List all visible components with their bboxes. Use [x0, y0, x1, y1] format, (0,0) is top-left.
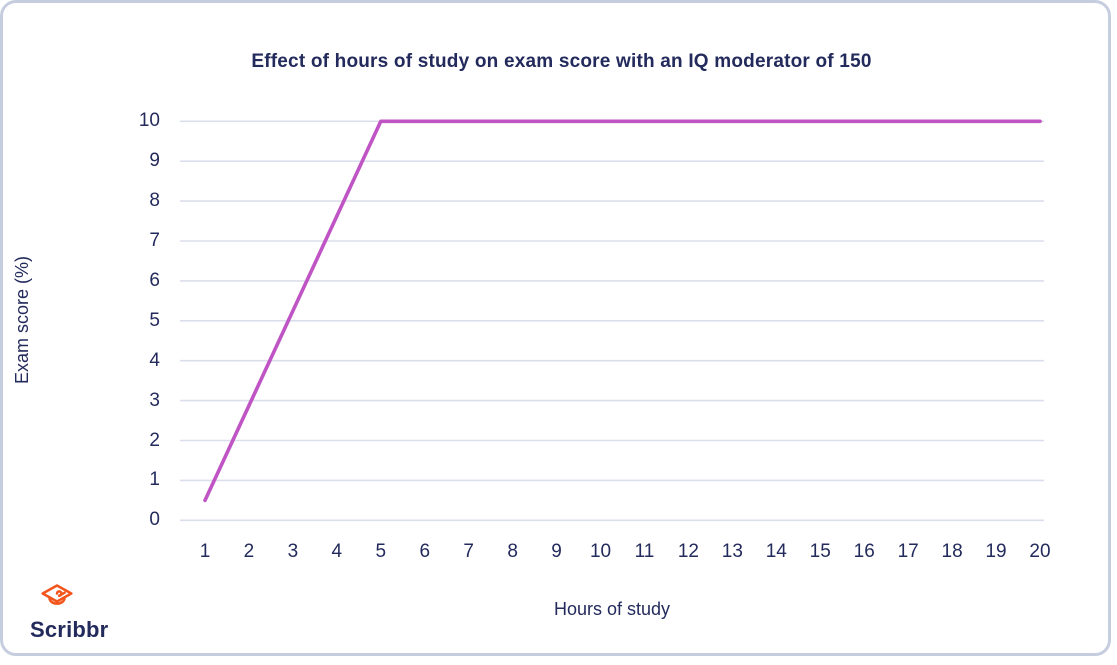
y-tick-label: 6: [149, 269, 160, 291]
x-tick-label: 10: [589, 541, 612, 562]
x-tick-label: 14: [765, 541, 787, 562]
x-tick-label: 6: [419, 541, 431, 562]
x-tick-label: 4: [331, 541, 343, 562]
x-tick-label: 15: [809, 541, 831, 562]
x-tick-label: 16: [853, 541, 875, 562]
y-tick-label: 7: [149, 230, 160, 251]
x-tick-label: 2: [243, 541, 255, 562]
x-axis-title: Hours of study: [553, 599, 671, 619]
y-tick-label: 2: [149, 429, 160, 451]
logo-text: Scribbr: [30, 617, 109, 642]
y-axis-title: Exam score (%): [12, 255, 32, 385]
x-tick-label: 7: [463, 541, 474, 562]
graduation-cap-icon: [41, 584, 73, 605]
y-tick-label: 3: [149, 389, 160, 411]
y-tick-label: 0: [149, 509, 160, 531]
x-tick-label: 8: [507, 541, 518, 562]
series-line-exam-score-line: [203, 119, 1042, 503]
scribbr-logo: Scribbr: [30, 583, 150, 643]
x-tick-label: 11: [634, 541, 655, 562]
y-tick-label: 9: [149, 150, 160, 172]
y-tick-label: 8: [149, 190, 160, 212]
y-tick-label: 4: [149, 349, 160, 371]
x-tick-label: 20: [1029, 541, 1051, 562]
x-tick-label: 18: [941, 541, 963, 562]
chart-title: Effect of hours of study on exam score w…: [251, 51, 872, 72]
x-tick-label: 1: [199, 541, 211, 562]
x-tick-label: 13: [721, 541, 743, 562]
y-tick-label: 1: [149, 469, 160, 491]
plot-area: [180, 119, 1044, 522]
x-tick-label: 5: [375, 541, 387, 562]
x-tick-label: 9: [551, 541, 562, 562]
x-tick-label: 12: [677, 541, 699, 562]
y-tick-label: 10: [138, 110, 160, 132]
y-tick-label: 5: [149, 309, 160, 331]
x-tick-label: 3: [287, 541, 299, 562]
x-tick-label: 17: [897, 541, 919, 562]
x-tick-label: 19: [985, 541, 1007, 562]
